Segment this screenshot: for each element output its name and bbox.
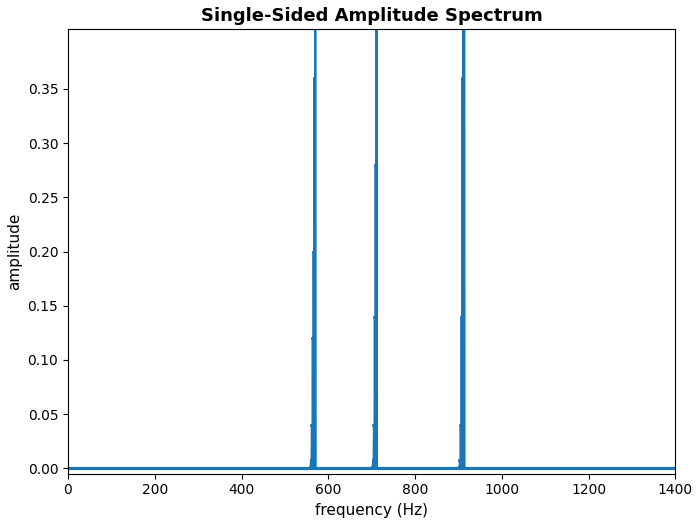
X-axis label: frequency (Hz): frequency (Hz) bbox=[315, 503, 428, 518]
Title: Single-Sided Amplitude Spectrum: Single-Sided Amplitude Spectrum bbox=[201, 7, 542, 25]
Y-axis label: amplitude: amplitude bbox=[7, 213, 22, 290]
